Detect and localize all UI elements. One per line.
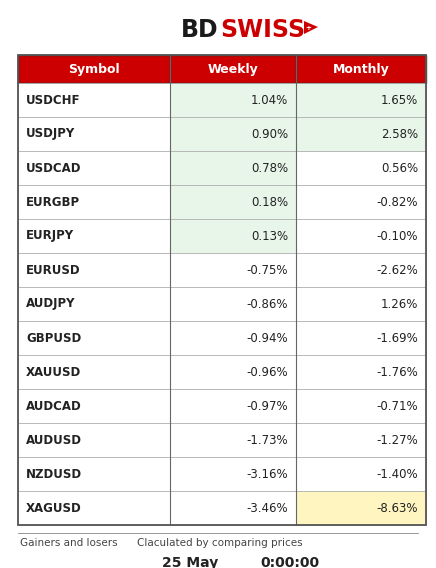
Text: EURGBP: EURGBP	[26, 195, 80, 208]
Polygon shape	[304, 21, 318, 34]
Text: -3.46%: -3.46%	[246, 502, 288, 515]
Bar	[170, 423, 296, 457]
Text: 2.58%: 2.58%	[381, 127, 418, 140]
Text: -3.16%: -3.16%	[246, 467, 288, 481]
Bar	[296, 423, 426, 457]
Bar	[18, 55, 426, 525]
Bar	[18, 151, 170, 185]
Text: -0.94%: -0.94%	[246, 332, 288, 345]
Bar	[18, 83, 170, 117]
Text: -0.75%: -0.75%	[246, 264, 288, 277]
Text: XAUUSD: XAUUSD	[26, 365, 81, 378]
Text: 1.65%: 1.65%	[381, 94, 418, 107]
Bar	[18, 389, 170, 423]
Text: AUDCAD: AUDCAD	[26, 399, 82, 412]
Bar	[170, 185, 296, 219]
Bar	[170, 321, 296, 355]
Bar	[18, 423, 170, 457]
Bar	[18, 287, 170, 321]
Text: 25 May: 25 May	[162, 556, 218, 568]
Bar	[296, 151, 426, 185]
Text: AUDJPY: AUDJPY	[26, 298, 75, 311]
Bar	[170, 151, 296, 185]
Bar	[170, 55, 296, 83]
Text: -0.97%: -0.97%	[246, 399, 288, 412]
Text: -1.69%: -1.69%	[376, 332, 418, 345]
Text: Gainers and losers: Gainers and losers	[20, 538, 118, 548]
Bar	[170, 355, 296, 389]
Text: -1.73%: -1.73%	[246, 433, 288, 446]
Bar	[170, 389, 296, 423]
Text: Symbol: Symbol	[68, 62, 120, 76]
Bar	[170, 117, 296, 151]
Bar	[296, 83, 426, 117]
Bar	[170, 491, 296, 525]
Text: EURUSD: EURUSD	[26, 264, 81, 277]
Text: 1.04%: 1.04%	[251, 94, 288, 107]
Text: Claculated by comparing prices: Claculated by comparing prices	[137, 538, 303, 548]
Bar	[296, 253, 426, 287]
Text: 0.90%: 0.90%	[251, 127, 288, 140]
Text: -0.86%: -0.86%	[246, 298, 288, 311]
Bar	[18, 253, 170, 287]
Text: USDCHF: USDCHF	[26, 94, 81, 107]
Text: AUDUSD: AUDUSD	[26, 433, 82, 446]
Text: 1.26%: 1.26%	[381, 298, 418, 311]
Bar	[296, 219, 426, 253]
Text: -1.27%: -1.27%	[376, 433, 418, 446]
Bar	[170, 287, 296, 321]
Bar	[296, 457, 426, 491]
Bar	[18, 219, 170, 253]
Text: BD: BD	[181, 18, 218, 42]
Text: -1.76%: -1.76%	[376, 365, 418, 378]
Text: -0.10%: -0.10%	[377, 229, 418, 243]
Bar	[18, 117, 170, 151]
Bar	[170, 253, 296, 287]
Text: NZDUSD: NZDUSD	[26, 467, 82, 481]
Text: 0.56%: 0.56%	[381, 161, 418, 174]
Bar	[170, 457, 296, 491]
Text: 0.18%: 0.18%	[251, 195, 288, 208]
Text: +: +	[305, 25, 311, 31]
Bar	[296, 117, 426, 151]
Text: XAGUSD: XAGUSD	[26, 502, 82, 515]
Bar	[296, 355, 426, 389]
Text: -0.71%: -0.71%	[376, 399, 418, 412]
Text: -0.96%: -0.96%	[246, 365, 288, 378]
Bar	[170, 83, 296, 117]
Bar	[296, 185, 426, 219]
Text: GBPUSD: GBPUSD	[26, 332, 81, 345]
Bar	[296, 491, 426, 525]
Text: 0.78%: 0.78%	[251, 161, 288, 174]
Text: Monthly: Monthly	[333, 62, 389, 76]
Text: 0.13%: 0.13%	[251, 229, 288, 243]
Text: 0:00:00: 0:00:00	[260, 556, 320, 568]
Bar	[18, 457, 170, 491]
Text: Weekly: Weekly	[208, 62, 259, 76]
Bar	[18, 321, 170, 355]
Text: SWISS: SWISS	[220, 18, 305, 42]
Bar	[296, 55, 426, 83]
Text: -8.63%: -8.63%	[377, 502, 418, 515]
Bar	[18, 355, 170, 389]
Bar	[296, 389, 426, 423]
Bar	[18, 185, 170, 219]
Text: EURJPY: EURJPY	[26, 229, 74, 243]
Text: USDCAD: USDCAD	[26, 161, 82, 174]
Text: USDJPY: USDJPY	[26, 127, 75, 140]
Bar	[296, 287, 426, 321]
Bar	[170, 219, 296, 253]
Bar	[18, 55, 170, 83]
Text: -0.82%: -0.82%	[377, 195, 418, 208]
Bar	[18, 491, 170, 525]
Text: -2.62%: -2.62%	[376, 264, 418, 277]
Text: -1.40%: -1.40%	[376, 467, 418, 481]
Bar	[296, 321, 426, 355]
